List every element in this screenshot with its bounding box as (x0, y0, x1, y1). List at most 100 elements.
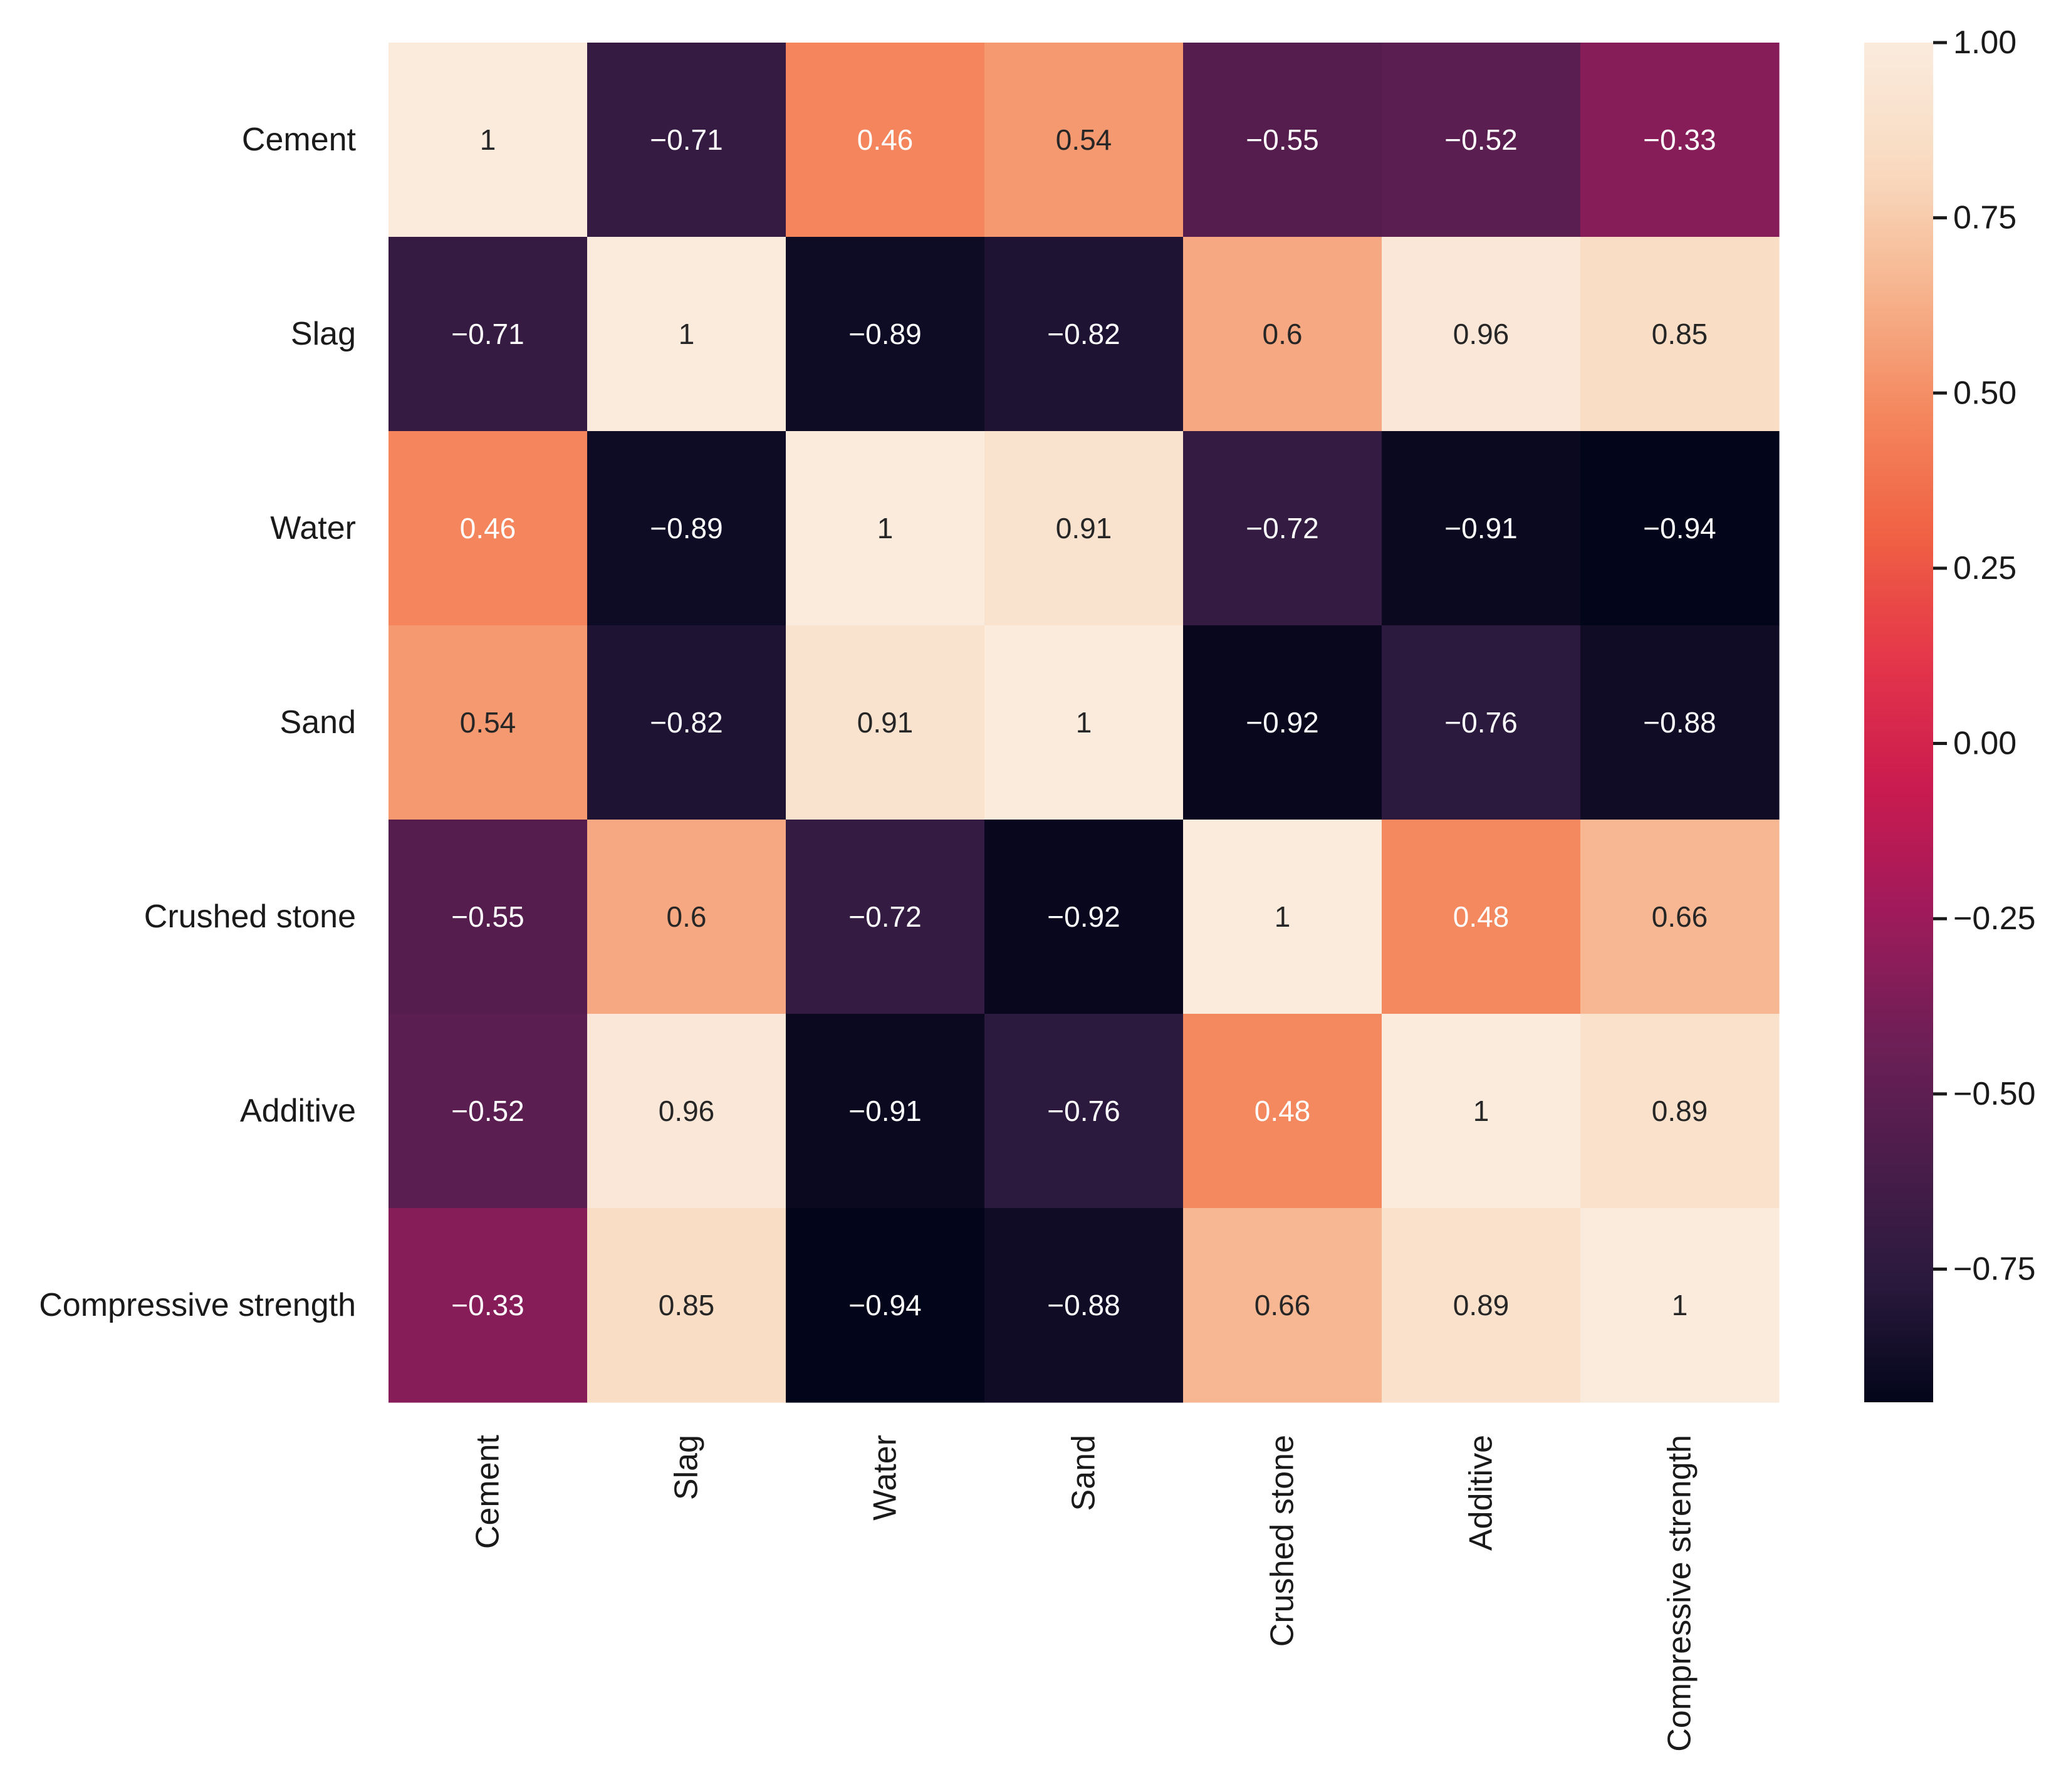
cell-water-cement (389, 431, 588, 626)
cell-annotation: −0.88 (1643, 706, 1716, 739)
cell-annotation: 0.54 (460, 706, 516, 739)
cell-annotation: −0.94 (848, 1289, 921, 1321)
heatmap-annotations: 1 −0.71 0.46 0.54 −0.55 −0.52 −0.33 −0.71 1 −0.89… (451, 123, 1716, 1321)
cell-water-additive (1382, 431, 1581, 626)
y-tick-label-compressive-strength: Compressive strength (39, 1287, 356, 1323)
cell-additive-crushed-stone (1183, 1014, 1382, 1209)
cell-water-crushed-stone (1183, 431, 1382, 626)
cell-annotation: −0.71 (451, 318, 524, 350)
cell-compressive-strength-compressive-strength (1580, 1208, 1780, 1403)
cell-slag-compressive-strength (1580, 237, 1780, 432)
cell-additive-sand (984, 1014, 1184, 1209)
colorbar-tick-label: −0.50 (1953, 1076, 2036, 1112)
cell-annotation: 0.66 (1652, 900, 1708, 933)
cell-crushed-stone-compressive-strength (1580, 820, 1780, 1014)
x-tick-label-slag: Slag (669, 1435, 705, 1500)
cell-annotation: 1 (877, 512, 894, 544)
cell-annotation: 0.91 (1056, 512, 1112, 544)
heatmap-cells (389, 43, 1780, 1403)
cell-compressive-strength-cement (389, 1208, 588, 1403)
cell-annotation: −0.52 (451, 1095, 524, 1127)
cell-annotation: 0.46 (857, 123, 914, 156)
cell-annotation: −0.72 (848, 900, 921, 933)
cell-annotation: 0.85 (659, 1289, 715, 1321)
cell-annotation: 1 (1672, 1289, 1688, 1321)
cell-annotation: 1 (480, 123, 496, 156)
colorbar-tick-label: 0.75 (1953, 200, 2016, 236)
cell-annotation: 1 (1473, 1095, 1489, 1127)
cell-annotation: 0.89 (1652, 1095, 1708, 1127)
cell-annotation: 0.66 (1255, 1289, 1311, 1321)
cell-cement-cement (389, 43, 588, 237)
cell-additive-compressive-strength (1580, 1014, 1780, 1209)
cell-compressive-strength-additive (1382, 1208, 1581, 1403)
cell-annotation: 0.96 (659, 1095, 715, 1127)
cell-annotation: 0.85 (1652, 318, 1708, 350)
cell-annotation: 0.6 (1263, 318, 1303, 350)
cell-slag-crushed-stone (1183, 237, 1382, 432)
cell-annotation: −0.92 (1246, 706, 1318, 739)
cell-sand-water (786, 625, 985, 820)
cell-slag-additive (1382, 237, 1581, 432)
cell-annotation: −0.55 (451, 900, 524, 933)
cell-annotation: −0.52 (1444, 123, 1517, 156)
cell-annotation: 0.54 (1056, 123, 1112, 156)
cell-additive-water (786, 1014, 985, 1209)
cell-annotation: −0.33 (451, 1289, 524, 1321)
cell-annotation: −0.91 (1444, 512, 1517, 544)
cell-compressive-strength-slag (587, 1208, 786, 1403)
x-tick-label-compressive-strength: Compressive strength (1662, 1435, 1698, 1752)
cell-crushed-stone-sand (984, 820, 1184, 1014)
cell-annotation: −0.91 (848, 1095, 921, 1127)
cell-annotation: 1 (1275, 900, 1291, 933)
cell-slag-water (786, 237, 985, 432)
cell-compressive-strength-crushed-stone (1183, 1208, 1382, 1403)
cell-cement-water (786, 43, 985, 237)
cell-sand-additive (1382, 625, 1581, 820)
cell-crushed-stone-water (786, 820, 985, 1014)
colorbar-tick-label: −0.25 (1953, 900, 2036, 937)
y-tick-label-additive: Additive (240, 1093, 356, 1129)
cell-annotation: −0.76 (1047, 1095, 1120, 1127)
cell-annotation: −0.72 (1246, 512, 1318, 544)
x-axis-labels: Cement Slag Water Sand Crushed stone Additive… (470, 1434, 1698, 1751)
y-tick-label-water: Water (270, 510, 356, 546)
cell-water-water (786, 431, 985, 626)
y-axis-labels: Cement Slag Water Sand Crushed stone Additive… (39, 122, 356, 1323)
cell-compressive-strength-sand (984, 1208, 1184, 1403)
cell-annotation: −0.92 (1047, 900, 1120, 933)
cell-water-compressive-strength (1580, 431, 1780, 626)
cell-additive-slag (587, 1014, 786, 1209)
cell-annotation: 0.96 (1453, 318, 1510, 350)
cell-sand-crushed-stone (1183, 625, 1382, 820)
cell-crushed-stone-additive (1382, 820, 1581, 1014)
y-tick-label-cement: Cement (242, 122, 357, 158)
cell-annotation: −0.55 (1246, 123, 1318, 156)
cell-sand-cement (389, 625, 588, 820)
cell-cement-crushed-stone (1183, 43, 1382, 237)
cell-cement-slag (587, 43, 786, 237)
cell-annotation: 0.89 (1453, 1289, 1510, 1321)
cell-sand-slag (587, 625, 786, 820)
cell-water-sand (984, 431, 1184, 626)
colorbar-tick-label: 0.50 (1953, 375, 2016, 411)
cell-annotation: 0.48 (1255, 1095, 1311, 1127)
colorbar: 1.00 0.75 0.50 0.25 0.00 −0.25 −0.50 −0.75 (1864, 24, 2036, 1402)
cell-sand-sand (984, 625, 1184, 820)
cell-annotation: −0.33 (1643, 123, 1716, 156)
cell-cement-sand (984, 43, 1184, 237)
cell-annotation: −0.94 (1643, 512, 1716, 544)
cell-annotation: −0.82 (650, 706, 723, 739)
cell-annotation: 0.48 (1453, 900, 1510, 933)
cell-annotation: −0.76 (1444, 706, 1517, 739)
y-tick-label-sand: Sand (280, 704, 356, 741)
cell-sand-compressive-strength (1580, 625, 1780, 820)
x-tick-label-cement: Cement (470, 1434, 506, 1549)
cell-slag-slag (587, 237, 786, 432)
colorbar-tick-label: 0.00 (1953, 726, 2016, 762)
cell-slag-cement (389, 237, 588, 432)
x-tick-label-water: Water (867, 1435, 904, 1521)
cell-crushed-stone-cement (389, 820, 588, 1014)
colorbar-tick-label: 0.25 (1953, 550, 2016, 586)
